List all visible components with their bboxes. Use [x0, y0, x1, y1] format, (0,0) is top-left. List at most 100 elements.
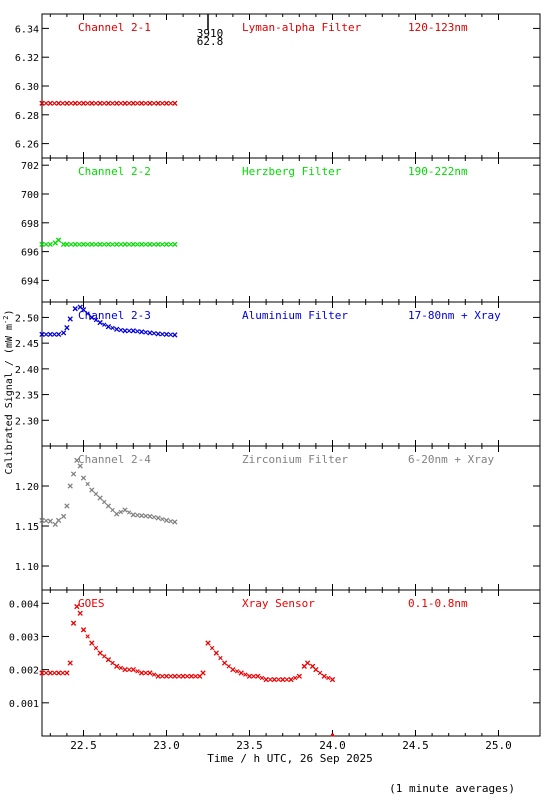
data-point [304, 660, 311, 666]
data-point [284, 677, 290, 682]
y-tick-label: 696 [21, 248, 39, 259]
data-point [160, 517, 165, 522]
panel-filter-label: Aluminium Filter [242, 309, 348, 322]
panel-3: 2.30 2.35 2.40 2.45 2.50 Channel 2-3 Aluminium… [15, 301, 541, 447]
data-point [122, 241, 128, 248]
data-point [151, 101, 157, 106]
data-point [151, 672, 157, 677]
panel-band-label: 190-222nm [408, 165, 468, 178]
data-point [102, 499, 107, 505]
data-point [122, 507, 128, 513]
data-point [313, 666, 319, 673]
data-point [55, 331, 62, 338]
y-tick-label: 6.30 [15, 82, 39, 93]
data-point [172, 332, 178, 338]
data-point [67, 316, 73, 322]
y-tick-label: 1.15 [15, 522, 39, 533]
y-tick-label: 1.10 [15, 562, 39, 573]
data-point [80, 307, 87, 313]
data-point [89, 487, 95, 493]
data-point [85, 634, 90, 639]
data-point [213, 650, 219, 656]
data-point [85, 481, 90, 487]
data-point [72, 241, 78, 248]
data-point [102, 322, 107, 327]
data-point [296, 673, 302, 679]
y-axis-label-superscript: -2 [2, 316, 10, 324]
data-point [47, 100, 53, 106]
panel-channel-label: Channel 2-4 [78, 453, 151, 466]
data-point [118, 665, 124, 671]
data-point [60, 513, 67, 520]
y-tick-label: 6.28 [15, 111, 39, 122]
data-point [271, 676, 278, 683]
y-tick-label: 1.20 [15, 482, 39, 493]
data-point [172, 241, 178, 248]
data-point [221, 660, 228, 666]
data-point [67, 660, 73, 666]
data-point [160, 674, 165, 679]
data-point [43, 518, 49, 523]
data-point [172, 100, 178, 106]
data-point [114, 326, 120, 332]
data-point [226, 664, 231, 669]
data-point [43, 242, 49, 247]
panel-channel-label: Channel 2-3 [78, 309, 151, 322]
panel-band-label: 6-20nm + Xray [408, 453, 494, 466]
data-point [326, 675, 331, 681]
data-point [163, 331, 170, 338]
data-point [263, 676, 269, 683]
data-point [276, 677, 281, 682]
data-point [172, 519, 178, 525]
panel-filter-label: Xray Sensor [242, 597, 315, 610]
data-point [188, 673, 195, 679]
y-tick-label: 2.50 [15, 313, 39, 324]
x-tick-label: 23.0 [153, 739, 180, 752]
data-point [147, 513, 153, 520]
data-point [77, 610, 83, 616]
data-point [77, 242, 82, 247]
data-point [185, 674, 190, 679]
data-point [114, 663, 120, 669]
data-point [97, 319, 103, 326]
panel-4: 1.10 1.15 1.20 Channel 2-4 Zirconium Filter 6… [15, 445, 541, 591]
panel-frame [41, 13, 541, 159]
y-tick-label: 2.30 [15, 416, 39, 427]
data-point [55, 670, 62, 676]
data-point [77, 101, 82, 106]
panel-filter-label: Lyman-alpha Filter [242, 21, 362, 34]
y-tick-label: 0.003 [9, 632, 39, 643]
data-point [329, 676, 336, 683]
y-tick-label: 2.45 [15, 339, 39, 350]
panel-frame [41, 157, 541, 303]
data-point [147, 330, 153, 336]
x-tick-label: 22.5 [70, 739, 97, 752]
data-point [93, 491, 99, 497]
data-point [43, 332, 49, 337]
data-point [151, 515, 157, 520]
y-tick-label: 6.32 [15, 53, 39, 64]
data-point [292, 675, 298, 681]
data-point [288, 676, 294, 683]
data-point [110, 660, 115, 666]
data-point [55, 100, 62, 106]
y-tick-label: 6.34 [15, 24, 39, 35]
data-point [70, 471, 77, 477]
panel-band-label: 120-123nm [408, 21, 468, 34]
data-point [243, 672, 248, 677]
data-point [77, 463, 83, 469]
data-point [130, 100, 136, 106]
data-point [55, 237, 62, 243]
data-point [138, 241, 145, 248]
data-point [97, 241, 103, 248]
data-point [205, 640, 211, 646]
data-point [118, 327, 124, 333]
data-point [155, 515, 161, 521]
y-tick-label: 2.40 [15, 365, 39, 376]
data-point [118, 509, 124, 515]
data-point [85, 101, 90, 106]
data-point [74, 603, 80, 610]
data-point [55, 517, 62, 524]
data-point [193, 674, 198, 679]
data-point [118, 242, 124, 247]
